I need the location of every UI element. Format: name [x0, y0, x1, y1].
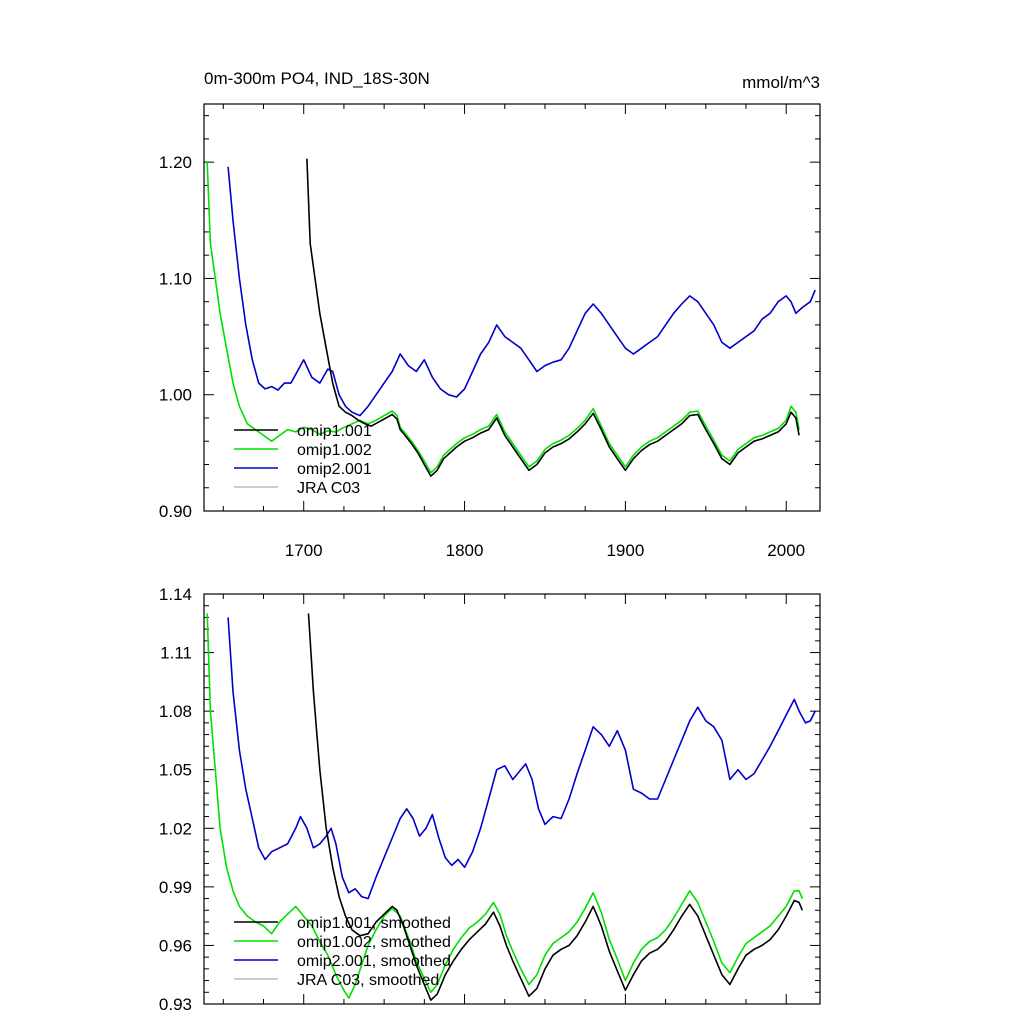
xtick-label: 1800 — [446, 541, 484, 560]
legend-entry-omip1-002: omip1.002 — [297, 442, 372, 459]
legend-entry-omip1-001: omip1.001 — [297, 423, 372, 440]
bottom-ytick-label: 0.93 — [159, 995, 192, 1014]
legend-entry-omip1-001-smoothed: omip1.001, smoothed — [297, 915, 451, 932]
bottom-legend: omip1.001, smoothed omip1.002, smoothed … — [234, 915, 451, 989]
bottom-ytick-labels: 0.93 0.96 0.99 1.02 1.05 1.08 1.11 1.14 — [159, 585, 192, 1014]
series-line-omip1-001-smoothed — [307, 613, 804, 1001]
xtick-label: 1900 — [606, 541, 644, 560]
top-ytick-label: 1.10 — [159, 269, 192, 288]
legend-entry-omip2-001: omip2.001 — [297, 461, 372, 478]
bottom-series-layer — [206, 613, 816, 1001]
series-line-omip2-001 — [227, 166, 816, 417]
top-ytick-label: 0.90 — [159, 502, 192, 521]
bottom-axis-ticks — [204, 593, 820, 1005]
legend-entry-omip1-002-smoothed: omip1.002, smoothed — [297, 934, 451, 951]
top-panel-title: 0m-300m PO4, IND_18S-30N — [204, 69, 430, 88]
top-ytick-label: 1.20 — [159, 153, 192, 172]
legend-entry-jra-c03: JRA C03 — [297, 480, 360, 497]
bottom-ytick-label: 1.11 — [160, 644, 192, 663]
top-series-layer — [206, 158, 816, 477]
series-line-omip2-001-smoothed — [227, 617, 816, 900]
top-xtick-labels: 1700 1800 1900 2000 — [285, 541, 805, 560]
series-line-omip1-002-smoothed — [206, 613, 804, 999]
bottom-panel: 0.93 0.96 0.99 1.02 1.05 1.08 1.11 1.14 … — [159, 585, 821, 1014]
top-ytick-label: 1.00 — [159, 386, 192, 405]
bottom-ytick-label: 1.14 — [159, 585, 192, 604]
top-ytick-labels: 0.90 1.00 1.10 1.20 — [159, 153, 192, 521]
legend-entry-jra-c03-smoothed: JRA C03, smoothed — [297, 972, 439, 989]
top-panel: 0m-300m PO4, IND_18S-30N mmol/m^3 0.90 1… — [159, 69, 821, 560]
bottom-ytick-label: 0.99 — [159, 878, 192, 897]
bottom-ytick-label: 0.96 — [159, 936, 192, 955]
xtick-label: 1700 — [285, 541, 323, 560]
top-axis-ticks — [204, 104, 820, 512]
series-line-omip1-002 — [206, 162, 800, 474]
top-panel-units: mmol/m^3 — [742, 73, 820, 92]
top-plot-frame — [203, 103, 821, 512]
xtick-label: 2000 — [767, 541, 805, 560]
legend-entry-omip2-001-smoothed: omip2.001, smoothed — [297, 953, 451, 970]
series-line-omip1-001 — [306, 158, 800, 477]
bottom-plot-frame — [203, 593, 821, 1005]
top-legend: omip1.001 omip1.002 omip2.001 JRA C03 — [234, 423, 372, 497]
bottom-ytick-label: 1.05 — [159, 761, 192, 780]
bottom-ytick-label: 1.08 — [159, 702, 192, 721]
bottom-ytick-label: 1.02 — [159, 819, 192, 838]
